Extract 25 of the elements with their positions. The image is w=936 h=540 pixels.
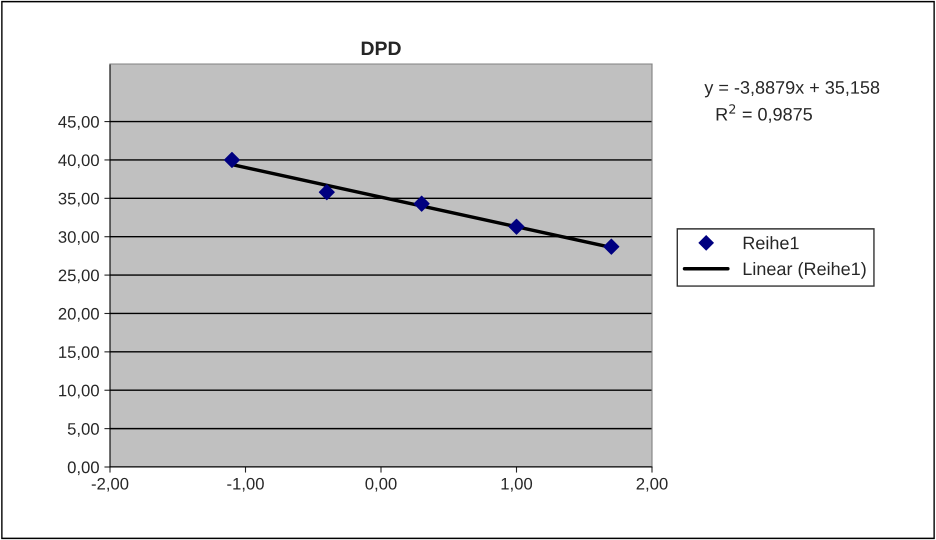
- x-tick-label: 2,00: [636, 478, 668, 492]
- y-tick-label: 15,00: [59, 346, 99, 360]
- chart-title: DPD: [362, 42, 401, 56]
- x-tick-label: 0,00: [365, 478, 397, 492]
- point: [318, 184, 335, 200]
- point: [414, 196, 430, 212]
- y-tick-label: 0,00: [68, 461, 99, 476]
- text: R$^{2}$ = 0,9875: [716, 104, 812, 123]
- text: y = -3,8879x + 35,158: [704, 81, 880, 98]
- y-tick-label: 30,00: [58, 231, 99, 245]
- legend-label: Linear (Reihe1): [744, 262, 866, 279]
- y-tick-label: 25,00: [58, 269, 99, 284]
- y-tick-label: 5,00: [68, 423, 99, 437]
- point: [508, 218, 525, 235]
- x-tick-label: -2,00: [92, 478, 128, 492]
- legend-label: Reihe1: [744, 236, 799, 250]
- y-tick-label: 10,00: [59, 384, 99, 398]
- y-tick-label: 20,00: [58, 308, 99, 322]
- y-tick-label: 35,00: [58, 192, 99, 207]
- point: [603, 238, 620, 255]
- y-tick-label: 45,00: [58, 116, 99, 130]
- point: [224, 152, 240, 168]
- x-tick-label: 1,00: [502, 478, 532, 492]
- x-tick-label: -1,00: [227, 478, 264, 492]
- y-tick-label: 40,00: [58, 154, 99, 168]
